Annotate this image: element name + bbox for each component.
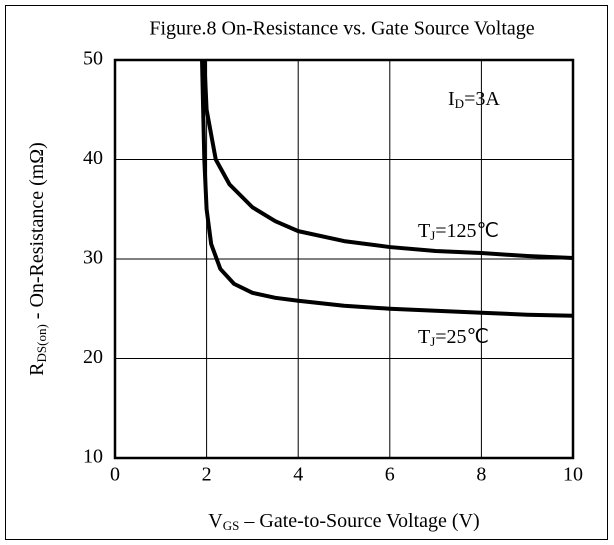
series-label-rest: =25℃ bbox=[435, 326, 489, 348]
x-axis-label-rest: – Gate-to-Source Voltage (V) bbox=[239, 510, 479, 532]
series-label-main: T bbox=[418, 326, 430, 348]
series-label: TJ=125℃ bbox=[418, 220, 499, 243]
line-series bbox=[202, 60, 573, 261]
annotation: ID=3A bbox=[448, 88, 500, 111]
x-axis-label: VGS – Gate-to-Source Voltage (V) bbox=[208, 510, 479, 533]
x-tick-label: 6 bbox=[385, 464, 395, 486]
x-tick-label: 4 bbox=[293, 464, 303, 486]
y-axis-label: RDS(on) - On-Resistance (mΩ) bbox=[26, 142, 49, 376]
x-tick-label: 8 bbox=[476, 464, 486, 486]
series-label-rest: =125℃ bbox=[435, 220, 499, 242]
annotation-sub: D bbox=[455, 96, 464, 111]
y-tick-label: 30 bbox=[83, 247, 103, 269]
y-tick-label: 20 bbox=[83, 346, 103, 368]
x-tick-label: 2 bbox=[202, 464, 212, 486]
y-tick-label: 50 bbox=[83, 48, 103, 70]
y-axis-label-main: R bbox=[26, 362, 48, 376]
x-tick-label: 10 bbox=[563, 464, 583, 486]
y-tick-label: 40 bbox=[83, 147, 103, 169]
plot-border bbox=[113, 58, 575, 460]
y-axis-label-sub: DS(on) bbox=[34, 324, 49, 362]
annotation-rest: =3A bbox=[464, 88, 500, 110]
x-axis-label-main: V bbox=[208, 510, 223, 532]
x-axis-label-sub: GS bbox=[223, 518, 240, 533]
series-label-main: T bbox=[418, 220, 430, 242]
y-axis-label-rest: - On-Resistance (mΩ) bbox=[26, 142, 48, 324]
series-label-sub: J bbox=[430, 228, 435, 243]
series-label: TJ=25℃ bbox=[418, 326, 489, 349]
y-tick-label: 10 bbox=[83, 446, 103, 468]
annotation-main: I bbox=[448, 88, 455, 110]
frame bbox=[5, 5, 608, 540]
chart-title: Figure.8 On-Resistance vs. Gate Source V… bbox=[149, 18, 534, 40]
series-label-sub: J bbox=[430, 334, 435, 349]
line-series bbox=[200, 60, 573, 318]
x-tick-label: 0 bbox=[110, 464, 120, 486]
